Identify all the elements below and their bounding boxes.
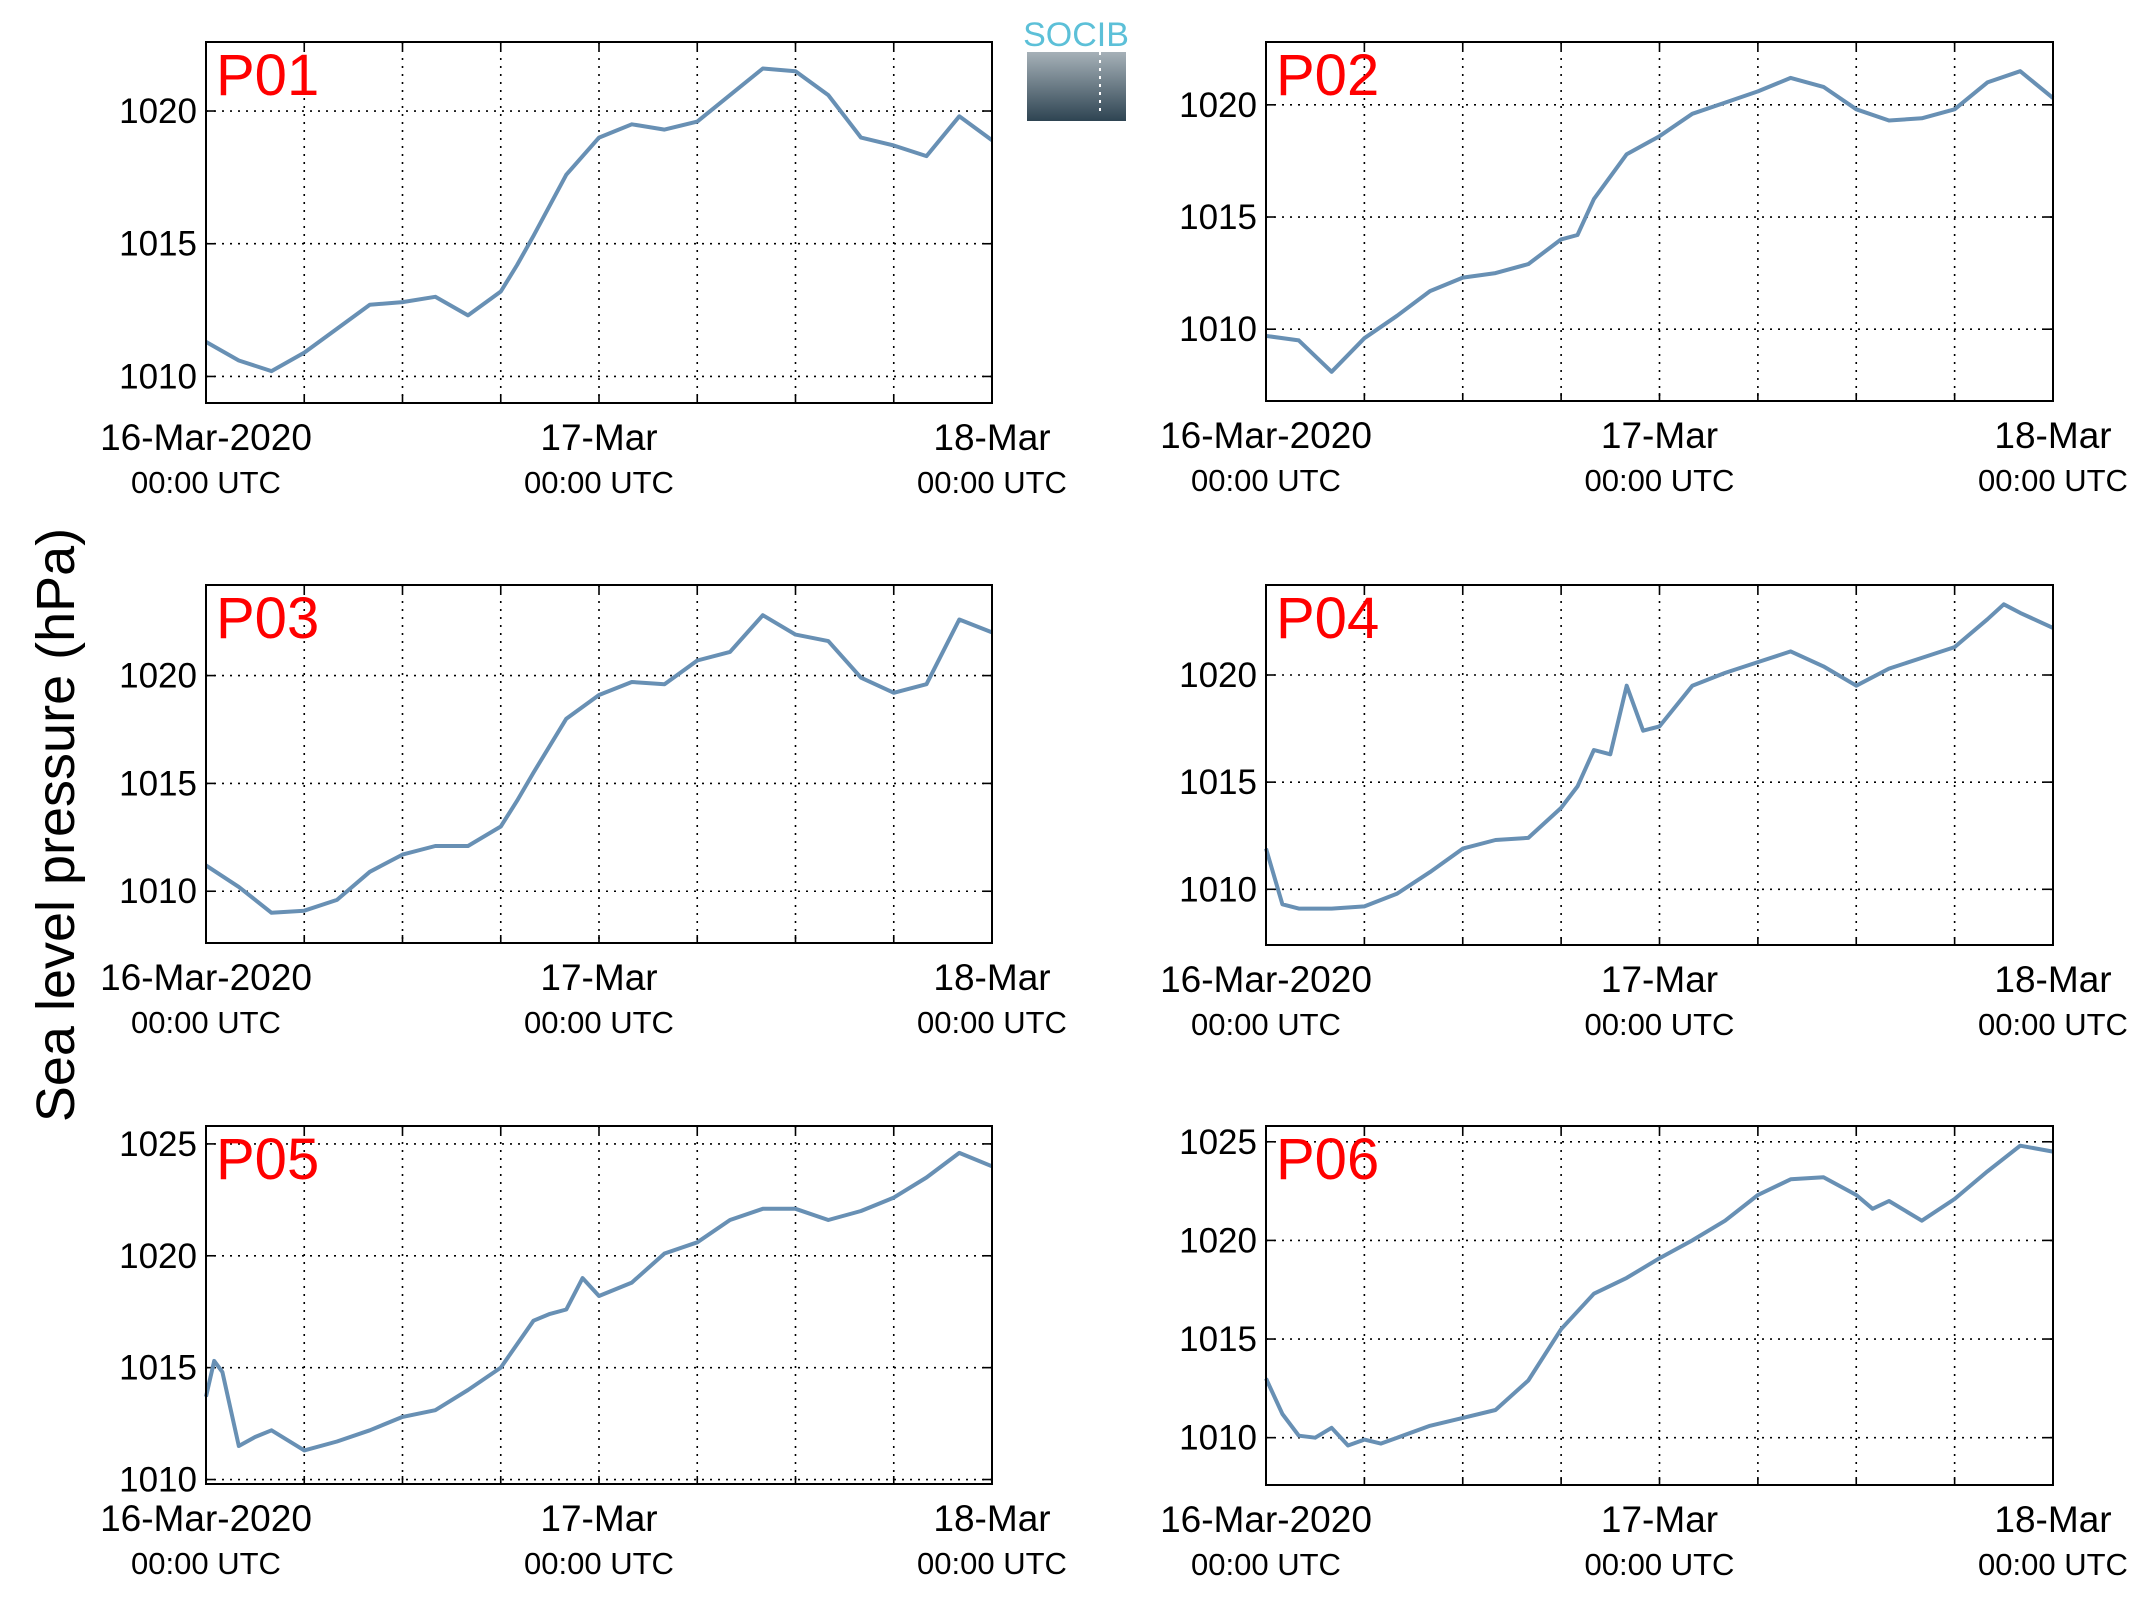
y-tick-label: 1015 [1179,763,1257,802]
y-tick-label: 1010 [1179,1419,1257,1458]
pressure-line-p04 [1264,602,2054,911]
panel-p03: 1010 1015 1020 P03 16-Mar-2020 00:00 UTC 17-Ma… [100,584,1067,1040]
x-tick-label: 16-Mar-2020 [1160,1499,1372,1540]
socib-logo-text: SOCIB [1023,16,1129,54]
panel-title: P05 [216,1127,319,1192]
y-tick-label: 1010 [119,357,197,396]
pressure-line-p02 [1265,69,2055,374]
panel-p06: 1010 1015 1020 1025 P06 16-Mar-2020 00:00 UTC 1… [1160,1123,2128,1582]
y-tick-label: 1015 [119,225,197,264]
y-tick-label: 1015 [119,1349,197,1388]
x-tick-label: 18-Mar [1994,1499,2111,1540]
socib-logo-block [1027,52,1126,121]
y-tick-label: 1015 [1179,1320,1257,1359]
pressure-line-p01 [205,66,994,374]
panel-title: P01 [216,43,319,108]
x-tick-sublabel: 00:00 UTC [524,1546,674,1581]
y-tick-label: 1025 [1179,1123,1257,1162]
y-tick-label: 1015 [1179,198,1257,237]
x-tick-sublabel: 00:00 UTC [917,1546,1067,1581]
x-tick-label: 18-Mar [1994,415,2111,456]
x-tick-sublabel: 00:00 UTC [1191,1547,1341,1582]
x-tick-sublabel: 00:00 UTC [1585,1547,1735,1582]
x-tick-sublabel: 00:00 UTC [1585,463,1735,498]
y-tick-label: 1010 [119,1461,197,1500]
x-tick-label: 18-Mar [933,417,1050,458]
y-tick-label: 1010 [1179,870,1257,909]
y-tick-label: 1020 [1179,1221,1257,1260]
y-tick-label: 1020 [119,657,197,696]
x-tick-sublabel: 00:00 UTC [1978,1007,2128,1042]
x-tick-sublabel: 00:00 UTC [524,465,674,500]
x-tick-label: 17-Mar [1601,959,1718,1000]
x-tick-label: 16-Mar-2020 [1160,415,1372,456]
y-axis-label: Sea level pressure (hPa) [26,528,86,1122]
x-tick-sublabel: 00:00 UTC [131,1005,281,1040]
axes-frame [205,41,993,404]
y-tick-label: 1010 [119,872,197,911]
panels: 1010 1015 1020 P01 16-Mar-2020 00:00 UTC 17-Ma… [100,41,2128,1582]
axes-frame [205,584,993,944]
x-tick-sublabel: 00:00 UTC [1585,1007,1735,1042]
x-tick-label: 17-Mar [540,417,657,458]
panel-p05: 1010 1015 1020 1025 P05 16-Mar-2020 00:00 UTC 1… [100,1125,1067,1581]
y-tick-label: 1020 [1179,656,1257,695]
panel-p01: 1010 1015 1020 P01 16-Mar-2020 00:00 UTC 17-Ma… [100,41,1067,500]
x-tick-sublabel: 00:00 UTC [1191,463,1341,498]
x-tick-label: 16-Mar-2020 [100,417,312,458]
x-tick-label: 18-Mar [933,1498,1050,1539]
x-tick-sublabel: 00:00 UTC [917,465,1067,500]
x-tick-label: 16-Mar-2020 [1160,959,1372,1000]
panel-p04: 1010 1015 1020 P04 16-Mar-2020 00:00 UTC 17-Ma… [1160,584,2128,1042]
y-tick-label: 1020 [119,92,197,131]
x-tick-sublabel: 00:00 UTC [131,465,281,500]
x-tick-label: 17-Mar [1601,1499,1718,1540]
y-tick-label: 1015 [119,764,197,803]
pressure-line-p06 [1264,1143,2054,1448]
x-tick-label: 18-Mar [933,957,1050,998]
x-tick-sublabel: 00:00 UTC [524,1005,674,1040]
x-tick-sublabel: 00:00 UTC [1978,463,2128,498]
x-tick-label: 16-Mar-2020 [100,957,312,998]
x-tick-sublabel: 00:00 UTC [131,1546,281,1581]
axes-frame [1265,41,2054,402]
pressure-line-p05 [204,1150,993,1453]
x-tick-sublabel: 00:00 UTC [917,1005,1067,1040]
x-tick-label: 17-Mar [1601,415,1718,456]
panel-title: P03 [216,586,319,651]
y-tick-label: 1025 [119,1125,197,1164]
socib-logo: SOCIB [1023,16,1129,121]
x-tick-sublabel: 00:00 UTC [1191,1007,1341,1042]
panel-title: P02 [1276,43,1379,108]
y-tick-label: 1020 [119,1237,197,1276]
axes-frame [1265,584,2054,946]
panel-title: P04 [1276,586,1379,651]
y-tick-label: 1020 [1179,86,1257,125]
axes-frame [1265,1125,2054,1486]
panel-p02: 1010 1015 1020 P02 16-Mar-2020 00:00 UTC 17-Ma… [1160,41,2128,498]
x-tick-label: 17-Mar [540,1498,657,1539]
x-tick-sublabel: 00:00 UTC [1978,1547,2128,1582]
x-tick-label: 16-Mar-2020 [100,1498,312,1539]
pressure-line-p03 [204,613,993,915]
axes-frame [205,1125,993,1485]
y-tick-label: 1010 [1179,310,1257,349]
panel-title: P06 [1276,1127,1379,1192]
x-tick-label: 18-Mar [1994,959,2111,1000]
x-tick-label: 17-Mar [540,957,657,998]
